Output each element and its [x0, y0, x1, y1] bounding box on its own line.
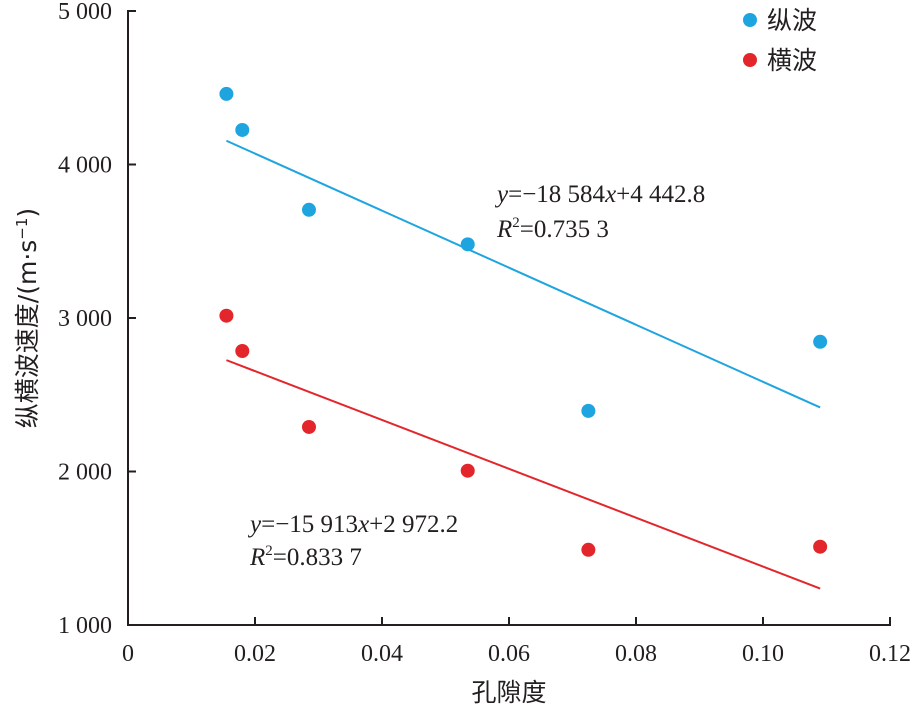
- s-wave-data-point: [581, 542, 596, 557]
- p-wave-data-point: [460, 237, 475, 252]
- p-wave-data-point: [301, 202, 316, 217]
- y-axis-title-close: ): [13, 208, 42, 218]
- y-axis-title: 纵横波速度/(m·s−1): [13, 208, 42, 428]
- s-wave-data-point: [813, 539, 828, 554]
- s-wave-data-point: [235, 344, 250, 359]
- p-wave-fit-r2: R2=0.735 3: [496, 215, 609, 243]
- y-tick-label: 4 000: [58, 153, 112, 179]
- p-wave-data-point: [219, 86, 234, 101]
- legend: 纵波 横波: [743, 6, 817, 75]
- s-wave-data-point: [460, 463, 475, 478]
- p-wave-fit-line: [226, 139, 821, 409]
- x-tick-label: 0.10: [742, 641, 784, 667]
- legend-label-s-wave: 横波: [767, 46, 817, 75]
- legend-marker-p-wave: [743, 13, 757, 27]
- x-tick-label: 0.08: [615, 641, 657, 667]
- p-wave-fit-equation: y=−18 584x+4 442.8: [494, 181, 705, 208]
- x-tick-label: 0.12: [869, 641, 911, 667]
- y-tick-label: 5 000: [58, 0, 112, 25]
- legend-marker-s-wave: [743, 53, 757, 67]
- y-tick-label: 2 000: [58, 460, 112, 486]
- y-axis-title-sup: −1: [13, 218, 31, 240]
- x-axis-title: 孔隙度: [471, 678, 546, 707]
- s-wave-data-point: [219, 308, 234, 323]
- s-wave-fit-line: [226, 359, 821, 590]
- legend-label-p-wave: 纵波: [767, 6, 817, 35]
- x-tick-label: 0: [122, 641, 134, 667]
- s-wave-data-point: [301, 419, 316, 434]
- p-wave-fit-annotation: y=−18 584x+4 442.8 R2=0.735 3: [494, 181, 705, 243]
- p-wave-data-point: [581, 403, 596, 418]
- s-wave-fit-annotation: y=−15 913x+2 972.2 R2=0.833 7: [247, 511, 458, 571]
- x-tick-label: 0.06: [488, 641, 530, 667]
- s-wave-fit-r2: R2=0.833 7: [249, 543, 362, 571]
- y-tick-label: 1 000: [58, 613, 112, 639]
- y-tick-label: 3 000: [58, 306, 112, 332]
- x-tick-label: 0.02: [234, 641, 276, 667]
- p-wave-data-point: [813, 334, 828, 349]
- s-wave-fit-equation: y=−15 913x+2 972.2: [247, 511, 458, 538]
- y-axis-title-main: 纵横波速度/(m·s: [13, 240, 42, 429]
- p-wave-data-point: [235, 122, 250, 137]
- x-tick-label: 0.04: [361, 641, 403, 667]
